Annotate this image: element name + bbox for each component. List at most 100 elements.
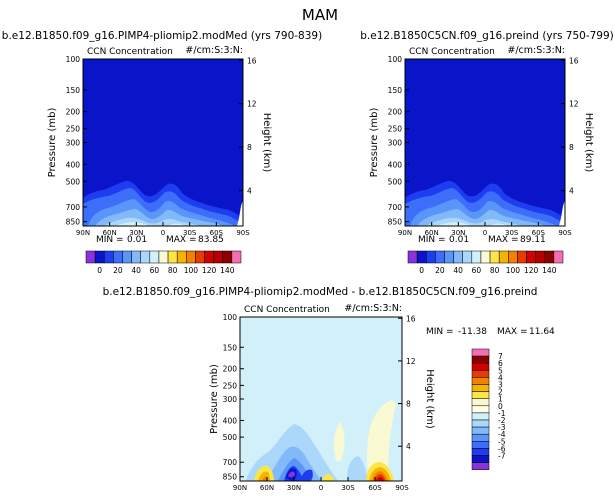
y-tick-label: 700 — [223, 458, 238, 467]
x-tick-label: 0 — [483, 229, 487, 237]
y2-tick-label: 16 — [406, 314, 416, 323]
colorbar-swatch — [471, 448, 490, 456]
right-axes: 90N 60N 30N 0 30S 60S 90S 100 150 200 250 300 400 500… — [388, 55, 579, 237]
right-subtitle-field: CCN Concentration — [409, 47, 495, 57]
right-subtitle-units: #/cm:S:3:N: — [507, 45, 565, 56]
colorbar-label: 20 — [113, 266, 123, 275]
colorbar-swatch — [471, 462, 490, 470]
y-tick-label: 100 — [223, 313, 238, 322]
colorbar-swatch — [140, 250, 151, 264]
left-subtitle-field: CCN Concentration — [87, 47, 173, 57]
colorbar-label: 6 — [498, 359, 503, 368]
colorbar-swatch — [471, 419, 490, 428]
colorbar-label: 60 — [472, 266, 482, 275]
right-y-axis-label: Pressure (mb) — [369, 108, 380, 178]
colorbar-label: 100 — [506, 266, 521, 275]
colorbar-swatch — [471, 441, 490, 449]
colorbar-swatch — [489, 250, 500, 264]
y-tick-label: 700 — [66, 203, 81, 212]
y-tick-label: 200 — [223, 365, 238, 374]
right-y2-axis-label: Height (km) — [583, 113, 594, 173]
colorbar-swatch — [471, 370, 490, 378]
colorbar-label: 5 — [498, 366, 503, 375]
colorbar-label: 2 — [498, 388, 503, 397]
colorbar-swatch — [480, 250, 491, 264]
right-contour-band-6 — [436, 222, 472, 226]
diff-min-value: -11.38 — [458, 327, 487, 337]
colorbar-swatch — [462, 250, 473, 264]
colorbar-label: -1 — [498, 409, 506, 418]
colorbar-swatch — [471, 362, 490, 371]
colorbar-swatch — [407, 250, 418, 264]
y-tick-label: 400 — [388, 160, 403, 169]
colorbar-swatch — [222, 250, 233, 264]
x-tick-label: 60S — [210, 229, 224, 237]
y2-tick-label: 8 — [406, 400, 411, 409]
colorbar-label: 1 — [498, 395, 503, 404]
colorbar-label: 0 — [498, 402, 503, 411]
colorbar-swatch — [498, 250, 509, 264]
right-title: b.e12.B1850C5CN.f09_g16.preind (yrs 750-… — [360, 30, 613, 42]
colorbar-swatch — [186, 250, 196, 264]
colorbar-label: -7 — [498, 452, 506, 461]
colorbar-label: -4 — [498, 430, 506, 439]
x-tick-label: 90S — [236, 229, 250, 237]
colorbar-label: -6 — [498, 444, 506, 453]
diff-band-negative-6 — [300, 469, 313, 481]
y2-tick-label: 16 — [247, 56, 257, 65]
right-southpole-mask — [559, 200, 565, 226]
colorbar-swatch — [526, 250, 536, 264]
diff-subtitle-units: #/cm:S:3:N: — [344, 303, 402, 314]
y-tick-label: 850 — [223, 473, 238, 482]
colorbar-swatch — [435, 250, 445, 264]
colorbar-label: 40 — [453, 266, 463, 275]
y-tick-label: 300 — [223, 395, 238, 404]
diff-band-negative-min — [288, 471, 295, 478]
left-axes: 90N 60N 30N 0 30S 60S 90S 100 150 200 250 300 400 500… — [66, 55, 257, 237]
y-tick-label: 150 — [66, 86, 81, 95]
x-tick-label: 90N — [233, 484, 247, 492]
x-tick-label: 90N — [76, 229, 90, 237]
y-tick-label: 700 — [388, 203, 403, 212]
diff-band-yellow-south — [367, 400, 396, 481]
right-plot-area — [404, 58, 566, 227]
colorbar-swatch — [471, 384, 490, 392]
x-tick-label: 60N — [425, 229, 439, 237]
colorbar-label: -2 — [498, 416, 506, 425]
left-southpole-mask — [237, 200, 243, 226]
colorbar-label: 60 — [150, 266, 160, 275]
colorbar-swatch — [553, 250, 564, 264]
y2-tick-label: 4 — [569, 187, 574, 196]
y-tick-label: 200 — [66, 108, 81, 117]
left-y2-axis-label: Height (km) — [261, 113, 272, 173]
y2-tick-label: 4 — [406, 442, 411, 451]
right-colorbar: 0 20 40 60 80 100 120 140 — [407, 250, 564, 275]
diff-band-positive-south-max — [376, 477, 384, 481]
diff-max-value: 11.64 — [529, 327, 555, 337]
colorbar-label: 80 — [168, 266, 178, 275]
left-colorbar: 0 20 40 60 80 100 120 140 — [85, 250, 242, 275]
y-tick-label: 500 — [388, 177, 403, 186]
left-min-value: 0.01 — [127, 235, 147, 245]
colorbar-swatch — [85, 250, 96, 264]
colorbar-swatch — [471, 250, 482, 264]
colorbar-label: 0 — [419, 266, 424, 275]
colorbar-label: 140 — [220, 266, 235, 275]
colorbar-swatch — [471, 412, 490, 421]
y-tick-label: 500 — [66, 177, 81, 186]
x-tick-label: 60N — [103, 229, 117, 237]
y-tick-label: 500 — [223, 433, 238, 442]
right-max-value: 89.11 — [520, 235, 546, 245]
colorbar-swatch — [416, 250, 427, 264]
colorbar-label: 80 — [490, 266, 500, 275]
colorbar-swatch — [444, 250, 454, 264]
colorbar-label: 20 — [435, 266, 445, 275]
colorbar-swatch — [94, 250, 105, 264]
x-tick-label: 90S — [395, 484, 409, 492]
colorbar-swatch — [517, 250, 527, 264]
colorbar-swatch — [508, 250, 518, 264]
colorbar-label: 0 — [97, 266, 102, 275]
colorbar-swatch — [544, 250, 555, 264]
